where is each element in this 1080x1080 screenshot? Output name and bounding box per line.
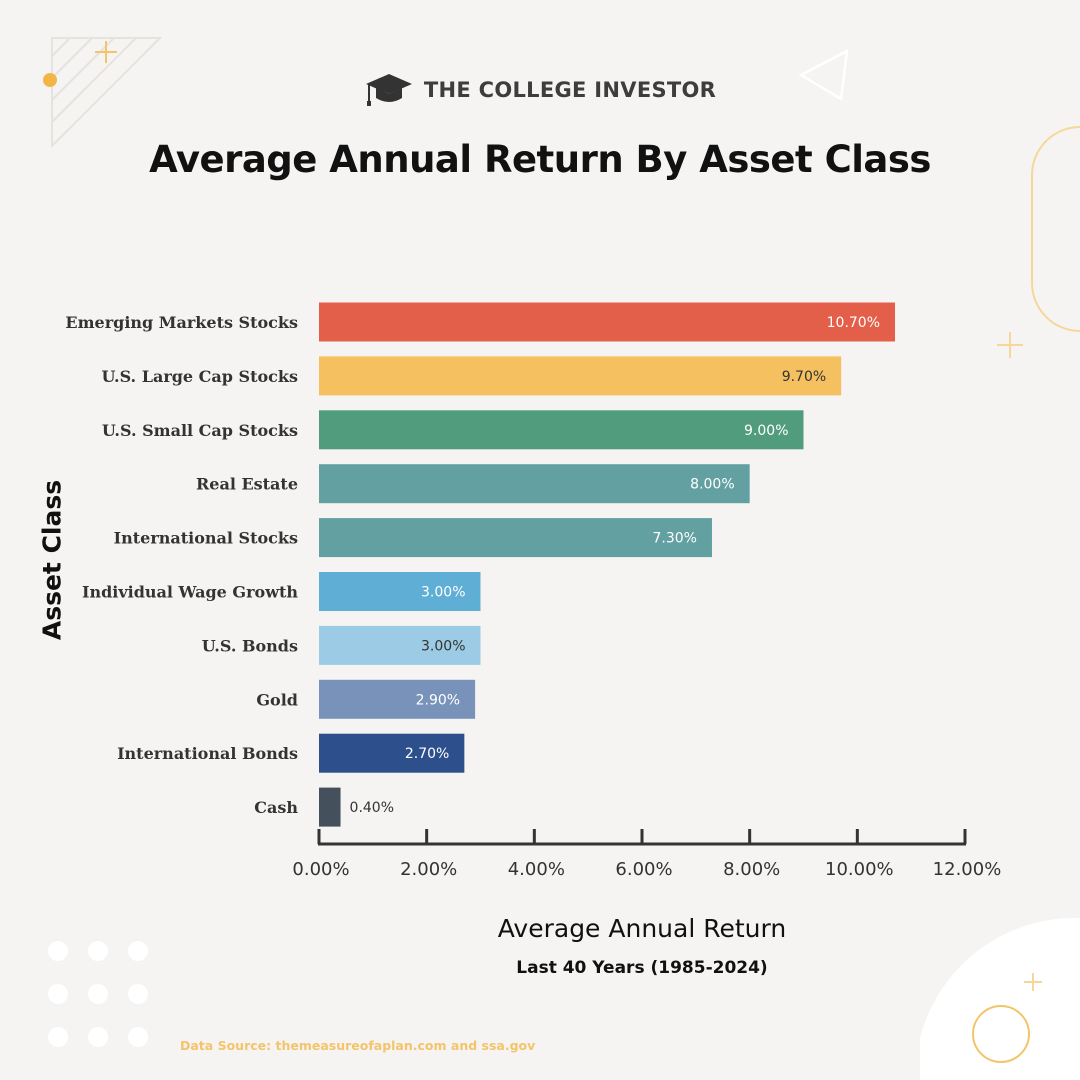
- graduation-cap-icon: [365, 74, 412, 106]
- bar: [319, 787, 341, 827]
- x-tick-label: 10.00%: [825, 859, 894, 880]
- decor-dots-grid: [48, 941, 148, 1047]
- x-tick-label: 6.00%: [615, 859, 672, 880]
- logo: THE COLLEGE INVESTOR: [0, 72, 1080, 108]
- category-label: U.S. Bonds: [202, 636, 298, 655]
- x-axis-label: Average Annual Return: [497, 914, 787, 943]
- category-label: Real Estate: [196, 475, 298, 494]
- decor-top-left: [43, 37, 163, 149]
- data-label: 8.00%: [690, 477, 734, 493]
- category-label: International Stocks: [114, 529, 298, 548]
- x-tick-label: 4.00%: [508, 859, 565, 880]
- bar: [319, 572, 481, 611]
- brand-name: THE COLLEGE INVESTOR: [423, 78, 717, 102]
- bar: [319, 518, 712, 558]
- chart-title: Average Annual Return By Asset Class: [149, 138, 931, 181]
- category-label: Cash: [254, 798, 298, 817]
- decor-bottom-right: [920, 917, 1080, 1080]
- data-label: 9.70%: [782, 369, 826, 385]
- bar: [319, 464, 750, 504]
- data-label: 0.40%: [350, 800, 394, 816]
- x-tick-label: 8.00%: [723, 859, 780, 880]
- category-label: Emerging Markets Stocks: [65, 313, 298, 332]
- data-label: 3.00%: [421, 638, 465, 654]
- category-label: U.S. Small Cap Stocks: [102, 421, 298, 440]
- decor-pill-outline: [1031, 126, 1080, 332]
- category-label: Gold: [256, 690, 298, 709]
- decor-triangle-outline: [798, 48, 849, 102]
- x-tick-label: 12.00%: [933, 859, 1002, 880]
- x-tick-label: 2.00%: [400, 859, 457, 880]
- bar: [319, 410, 804, 450]
- decor-plus-right: [997, 332, 1023, 358]
- data-label: 2.70%: [405, 746, 449, 762]
- category-label: Individual Wage Growth: [82, 583, 298, 602]
- category-label: U.S. Large Cap Stocks: [102, 367, 298, 386]
- category-label: International Bonds: [117, 744, 298, 763]
- data-label: 7.30%: [652, 531, 696, 547]
- bar: [319, 302, 896, 342]
- data-label: 2.90%: [416, 692, 460, 708]
- bar: [319, 733, 465, 773]
- bar: [319, 679, 476, 719]
- data-label: 3.00%: [421, 585, 465, 601]
- bar: [319, 356, 842, 396]
- data-label: 10.70%: [827, 315, 880, 331]
- data-source: Data Source: themeasureofaplan.com and s…: [180, 1038, 536, 1053]
- bar: [319, 625, 481, 665]
- x-axis-sublabel: Last 40 Years (1985-2024): [516, 958, 768, 978]
- data-label: 9.00%: [744, 423, 788, 439]
- x-tick-label: 0.00%: [292, 859, 349, 880]
